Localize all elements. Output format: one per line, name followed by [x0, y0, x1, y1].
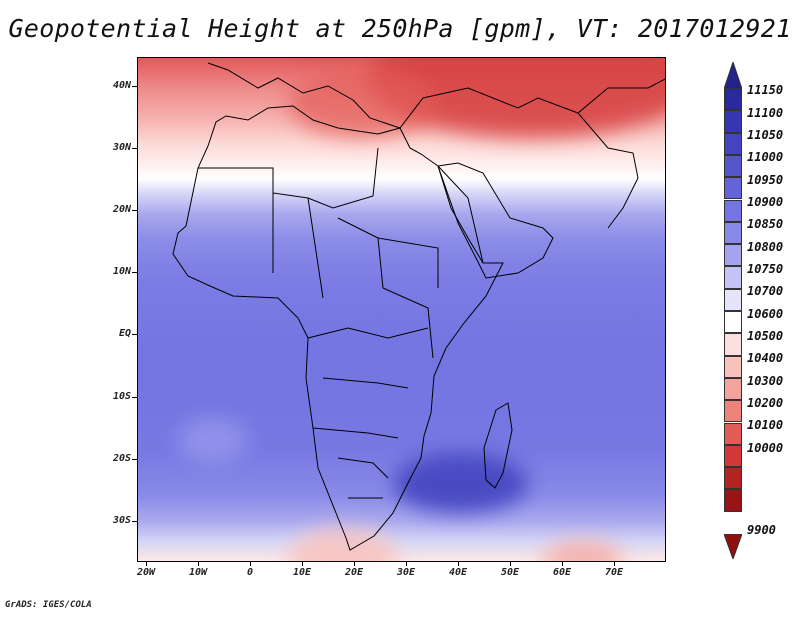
- lat-label-10n: 10N: [112, 266, 131, 277]
- colorbar-label-10500: 10500: [747, 329, 784, 343]
- colorbar-label-10000: 10000: [747, 441, 784, 455]
- lat-label-20s: 20S: [112, 453, 131, 464]
- colorbar-label-11050: 11050: [747, 128, 784, 142]
- lat-tick: [132, 272, 137, 273]
- colorbar-label-11100: 11100: [747, 106, 784, 120]
- lat-tick: [132, 397, 137, 398]
- colorbar-swatch: [724, 467, 742, 490]
- colorbar-swatch: [724, 377, 742, 401]
- lat-label-30n: 30N: [112, 142, 131, 153]
- colorbar-label-10750: 10750: [747, 262, 784, 276]
- colorbar-swatch: [724, 422, 742, 445]
- lon-label-30e: 30E: [396, 567, 416, 578]
- colorbar-label-10600: 10600: [747, 307, 784, 321]
- colorbar-swatch: [724, 177, 742, 200]
- lat-label-20n: 20N: [112, 204, 131, 215]
- lat-label-40n: 40N: [112, 80, 131, 91]
- lon-tick: [302, 562, 303, 566]
- colorbar-label-10950: 10950: [747, 173, 784, 187]
- colorbar-swatch: [724, 489, 742, 512]
- coastline-layer: [172, 62, 665, 551]
- southern-warm-patch-east: [543, 540, 623, 561]
- colorbar-label-9900: 9900: [747, 523, 776, 537]
- india-coastline: [577, 112, 639, 229]
- lon-label-50e: 50E: [500, 567, 520, 578]
- lon-label-10e: 10E: [292, 567, 312, 578]
- colorbar-swatch: [724, 244, 742, 267]
- colorbar-label-11000: 11000: [747, 150, 784, 164]
- lon-tick: [250, 562, 251, 566]
- lon-tick: [510, 562, 511, 566]
- pale-bulge: [178, 418, 248, 463]
- lat-tick: [132, 521, 137, 522]
- colorbar-swatch: [724, 266, 742, 289]
- colorbar-bottom-arrow: [724, 534, 742, 559]
- colorbar-swatch: [724, 444, 742, 468]
- colorbar-label-10300: 10300: [747, 374, 784, 388]
- colorbar-swatch: [724, 154, 742, 178]
- colorbar-label-10700: 10700: [747, 284, 784, 298]
- lat-tick: [132, 334, 137, 335]
- colorbar-label-10200: 10200: [747, 396, 784, 410]
- lat-tick: [132, 86, 137, 87]
- lon-tick: [614, 562, 615, 566]
- colorbar-label-10100: 10100: [747, 418, 784, 432]
- lat-tick: [132, 148, 137, 149]
- africa-coastline: [172, 105, 504, 551]
- madagascar-coastline: [483, 402, 513, 489]
- high-height-core-west: [288, 68, 438, 138]
- arabian-peninsula-coastline: [437, 162, 554, 279]
- colorbar-swatch: [724, 333, 742, 356]
- lat-label-10s: 10S: [112, 391, 131, 402]
- lon-label-20e: 20E: [344, 567, 364, 578]
- colorbar-swatch: [724, 355, 742, 378]
- lon-label-0: 0: [246, 567, 254, 578]
- lon-tick: [146, 562, 147, 566]
- lat-tick: [132, 210, 137, 211]
- lon-label-60e: 60E: [552, 567, 572, 578]
- colorbar-label-10800: 10800: [747, 240, 784, 254]
- colorbar-swatch: [724, 311, 742, 334]
- lon-tick: [458, 562, 459, 566]
- colorbar-swatch: [724, 110, 742, 133]
- colorbar-swatch: [724, 132, 742, 155]
- lon-tick: [354, 562, 355, 566]
- lon-tick: [562, 562, 563, 566]
- colorbar-swatch: [724, 199, 742, 222]
- lon-label-40e: 40E: [448, 567, 468, 578]
- colorbar-top-arrow: [724, 62, 742, 89]
- colorbar-swatch: [724, 400, 742, 423]
- country-borders: [198, 147, 484, 499]
- colorbar-label-10400: 10400: [747, 351, 784, 365]
- map-title: Geopotential Height at 250hPa [gpm], VT:…: [8, 14, 792, 43]
- lon-label-20w: 20W: [136, 567, 156, 578]
- lon-tick: [406, 562, 407, 566]
- colorbar-swatch: [724, 221, 742, 245]
- grads-credit: GrADS: IGES/COLA: [5, 600, 92, 610]
- lat-label-eq: EQ: [118, 328, 131, 339]
- lat-label-30s: 30S: [112, 515, 131, 526]
- colorbar-label-10900: 10900: [747, 195, 784, 209]
- lon-label-10w: 10W: [188, 567, 208, 578]
- lat-tick: [132, 459, 137, 460]
- lon-tick: [198, 562, 199, 566]
- map-plot-area: [137, 57, 666, 562]
- colorbar-label-10850: 10850: [747, 217, 784, 231]
- colorbar-swatch: [724, 288, 742, 311]
- colorbar-swatch: [724, 88, 742, 111]
- europe-coastline: [207, 62, 665, 129]
- colorbar-label-11150: 11150: [747, 83, 784, 97]
- lon-label-70e: 70E: [604, 567, 624, 578]
